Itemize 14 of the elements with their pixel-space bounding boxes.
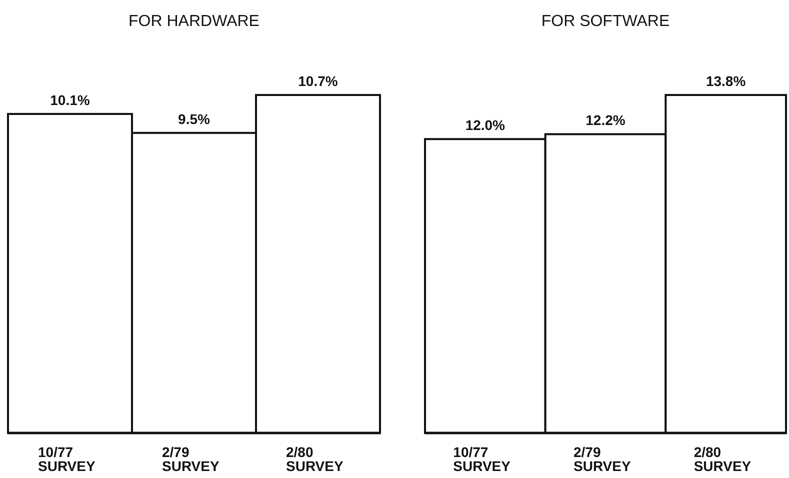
- data-label: 13.8%: [706, 73, 746, 89]
- data-label: 10.1%: [50, 92, 90, 108]
- data-label: 9.5%: [178, 110, 210, 127]
- data-label: 10.7%: [298, 73, 338, 89]
- x-tick-label: 2/79 SURVEY: [162, 444, 220, 474]
- x-tick-label: 10/77 SURVEY: [453, 444, 512, 474]
- x-tick-label: 10/77 SURVEY: [38, 444, 96, 474]
- data-label: 12.2%: [586, 112, 626, 128]
- chart-title: FOR HARDWARE: [128, 13, 260, 30]
- x-tick-label: 2/80 SURVEY: [286, 444, 344, 474]
- data-label: 12.0%: [465, 117, 506, 134]
- chart-title: FOR SOFTWARE: [541, 13, 670, 30]
- x-tick-label: 2/80 SURVEY: [694, 444, 752, 474]
- x-tick-label: 2/79 SURVEY: [574, 444, 632, 474]
